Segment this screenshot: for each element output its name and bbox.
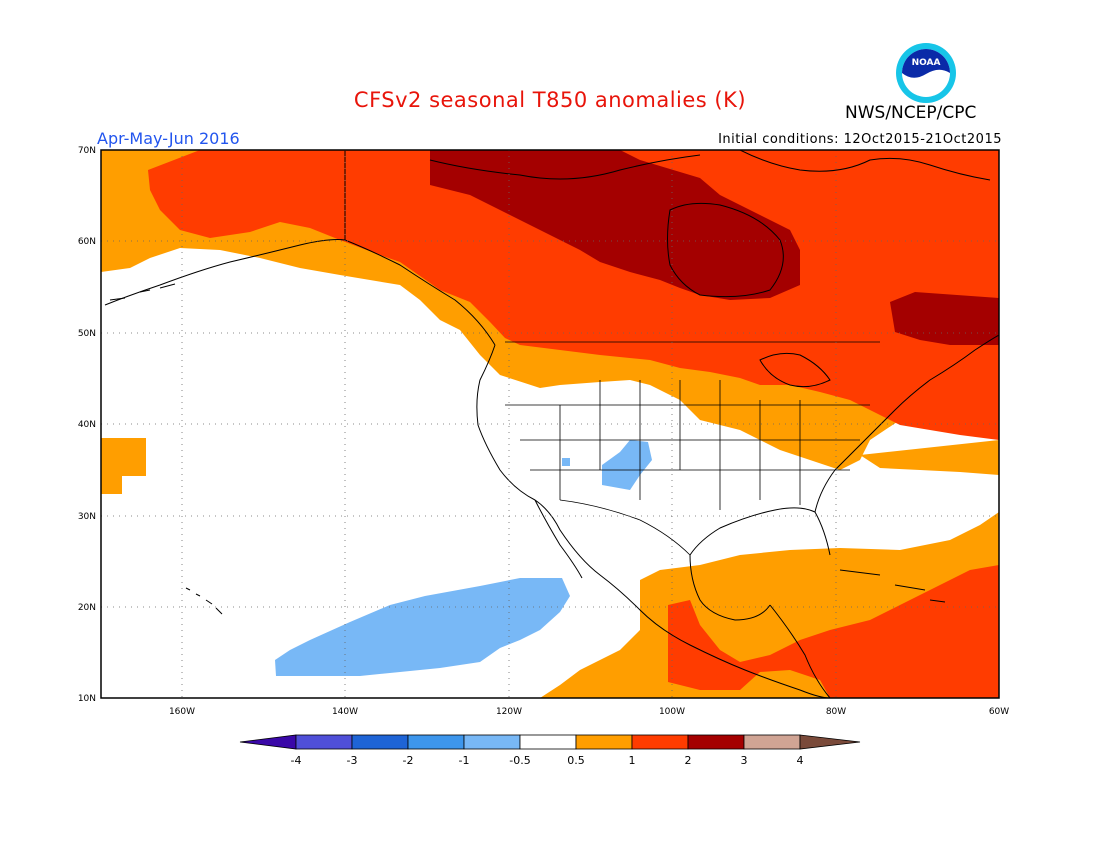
colorbar-labels: -4 -3 -2 -1 -0.5 0.5 1 2 3 4 [291, 754, 804, 767]
colorbar-label: 3 [741, 754, 748, 767]
colorbar-swatch-0.5-1 [575, 734, 633, 750]
colorbar-swatch-1-2 [631, 734, 689, 750]
lon-tick: 160W [169, 707, 195, 717]
lat-tick: 10N [78, 694, 96, 704]
chart-title: CFSv2 seasonal T850 anomalies (K) [353, 88, 747, 112]
lon-tick: 120W [496, 707, 522, 717]
lat-tick: 20N [78, 603, 96, 613]
colorbar-swatch-neg3-neg2 [351, 734, 409, 750]
colorbar-label: -2 [403, 754, 414, 767]
colorbar-label: -4 [291, 754, 302, 767]
colorbar-swatch-below-neg4 [239, 734, 297, 750]
colorbar-swatch-neutral [519, 734, 577, 750]
colorbar-swatch-neg1-neg0.5 [463, 734, 521, 750]
colorbar [239, 734, 861, 750]
period-label: Apr-May-Jun 2016 [97, 129, 240, 148]
noaa-logo: NOAA [896, 43, 956, 103]
colorbar-label: -0.5 [509, 754, 530, 767]
lon-tick: 140W [332, 707, 358, 717]
colorbar-swatch-neg2-neg1 [407, 734, 465, 750]
map-frame [100, 149, 1000, 699]
lat-tick: 40N [78, 420, 96, 430]
lat-tick: 50N [78, 329, 96, 339]
initial-conditions-label: Initial conditions: 12Oct2015-21Oct2015 [718, 132, 1002, 147]
longitude-axis: 160W 140W 120W 100W 80W 60W [169, 707, 1009, 717]
anomaly-1-to-2-region [148, 150, 999, 698]
noaa-logo-text: NOAA [912, 58, 941, 68]
lat-tick: 60N [78, 237, 96, 247]
latitude-axis: 70N 60N 50N 40N 30N 20N 10N [78, 146, 96, 704]
colorbar-label: -3 [347, 754, 358, 767]
colorbar-swatch-above-4 [799, 734, 861, 750]
colorbar-swatch-neg4-neg3 [295, 734, 353, 750]
graticule [101, 150, 999, 698]
lat-tick: 70N [78, 146, 96, 156]
anomaly-neg0.5-to-neg1-region [275, 440, 652, 676]
coastlines [104, 150, 999, 698]
lon-tick: 100W [659, 707, 685, 717]
colorbar-label: -1 [459, 754, 470, 767]
colorbar-label: 0.5 [567, 754, 585, 767]
colorbar-swatch-3-4 [743, 734, 801, 750]
lat-tick: 30N [78, 512, 96, 522]
anomaly-2-to-3-region [430, 150, 999, 345]
colorbar-label: 2 [685, 754, 692, 767]
lon-tick: 60W [989, 707, 1009, 717]
agency-label: NWS/NCEP/CPC [845, 103, 977, 123]
colorbar-label: 1 [629, 754, 636, 767]
lon-tick: 80W [826, 707, 846, 717]
colorbar-label: 4 [797, 754, 804, 767]
political-borders [505, 341, 880, 556]
colorbar-swatch-2-3 [687, 734, 745, 750]
